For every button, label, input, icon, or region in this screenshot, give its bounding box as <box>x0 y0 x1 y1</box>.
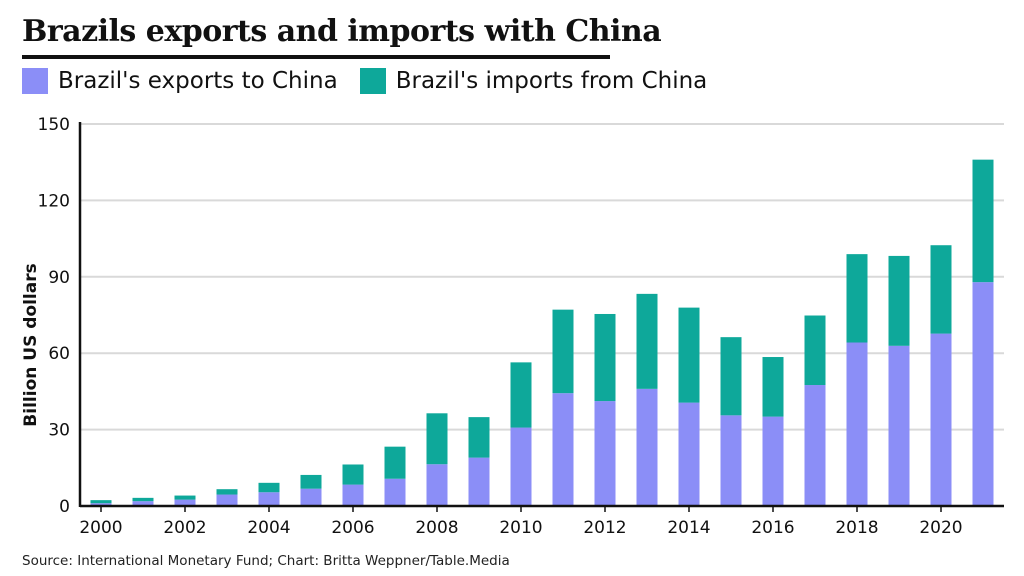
bar-imports <box>384 446 406 479</box>
bar-imports <box>972 159 994 283</box>
bar-exports <box>972 282 994 506</box>
bar-exports <box>468 457 490 506</box>
bar-exports <box>132 501 154 506</box>
x-tick-label: 2008 <box>415 518 458 538</box>
bar-exports <box>510 427 532 506</box>
x-tick-label: 2012 <box>583 518 626 538</box>
bar-exports <box>552 393 574 506</box>
bar-exports <box>678 402 700 506</box>
legend-swatch-exports <box>22 68 48 94</box>
y-tick-label: 0 <box>59 497 70 517</box>
y-axis-label: Billion US dollars <box>21 263 41 426</box>
bar-exports <box>846 342 868 506</box>
bar-exports <box>342 484 364 506</box>
bar-imports <box>804 315 826 386</box>
bar-imports <box>888 255 910 346</box>
bar-exports <box>174 499 196 506</box>
x-tick-label: 2004 <box>247 518 290 538</box>
legend-label-imports: Brazil's imports from China <box>395 68 708 94</box>
bar-imports <box>426 413 448 465</box>
y-tick-label: 30 <box>48 421 70 441</box>
legend-item-exports[interactable]: Brazil's exports to China <box>22 68 338 94</box>
legend-label-exports: Brazil's exports to China <box>58 68 338 94</box>
bar-exports <box>930 333 952 506</box>
bar-imports <box>342 464 364 485</box>
x-tick-label: 2020 <box>919 518 962 538</box>
x-tick-label: 2014 <box>667 518 710 538</box>
bar-exports <box>804 385 826 506</box>
bar-imports <box>132 497 154 502</box>
bar-exports <box>762 416 784 506</box>
bar-imports <box>90 500 112 504</box>
bar-exports <box>720 415 742 506</box>
bar-exports <box>426 464 448 506</box>
chart-title: Brazils exports and imports with China <box>22 14 662 49</box>
bar-exports <box>258 492 280 506</box>
bar-exports <box>216 494 238 506</box>
bar-imports <box>510 362 532 428</box>
bar-exports <box>384 478 406 506</box>
source-note: Source: International Monetary Fund; Cha… <box>22 553 510 569</box>
bar-imports <box>636 293 658 389</box>
bar-exports <box>90 503 112 506</box>
bar-exports <box>300 488 322 506</box>
bar-imports <box>678 307 700 403</box>
y-tick-label: 150 <box>38 115 70 135</box>
y-tick-label: 120 <box>38 191 70 211</box>
bar-exports <box>636 388 658 506</box>
x-tick-label: 2016 <box>751 518 794 538</box>
x-tick-label: 2002 <box>163 518 206 538</box>
bar-exports <box>888 345 910 506</box>
title-underline <box>22 55 610 59</box>
bar-imports <box>468 417 490 458</box>
x-tick-label: 2018 <box>835 518 878 538</box>
x-tick-label: 2000 <box>79 518 122 538</box>
x-tick-label: 2006 <box>331 518 374 538</box>
bar-imports <box>174 495 196 500</box>
legend-item-imports[interactable]: Brazil's imports from China <box>359 68 708 94</box>
bar-exports <box>594 401 616 506</box>
legend: Brazil's exports to China Brazil's impor… <box>22 68 729 94</box>
bar-imports <box>216 489 238 495</box>
bar-imports <box>258 482 280 493</box>
bar-imports <box>594 313 616 402</box>
bar-imports <box>846 254 868 343</box>
x-tick-label: 2010 <box>499 518 542 538</box>
bar-imports <box>552 309 574 394</box>
bar-imports <box>762 357 784 417</box>
y-tick-label: 60 <box>48 344 70 364</box>
bar-imports <box>930 245 952 334</box>
legend-swatch-imports <box>359 68 386 94</box>
y-tick-label: 90 <box>48 268 70 288</box>
bar-imports <box>300 474 322 489</box>
bar-imports <box>720 337 742 416</box>
